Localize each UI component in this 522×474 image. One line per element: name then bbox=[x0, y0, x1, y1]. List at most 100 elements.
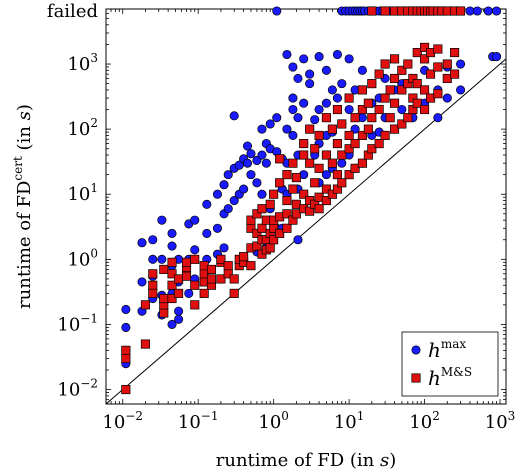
data-point bbox=[337, 158, 347, 168]
tick-exponent: 3 bbox=[90, 51, 98, 65]
data-point bbox=[137, 238, 147, 248]
axis-labels: 10−2 10−1 100 101 102 10310−210−1100101102103… bbox=[11, 1, 515, 471]
data-point bbox=[337, 79, 347, 89]
tick-exponent: 1 bbox=[90, 181, 98, 195]
data-point bbox=[239, 252, 249, 262]
data-point bbox=[456, 59, 466, 69]
data-point bbox=[327, 85, 337, 95]
data-point bbox=[229, 111, 239, 121]
data-point bbox=[305, 158, 315, 168]
tick-base: 10 bbox=[102, 412, 125, 433]
data-point bbox=[397, 65, 407, 75]
data-point bbox=[380, 130, 390, 140]
data-point bbox=[257, 150, 267, 160]
data-point bbox=[344, 104, 354, 115]
data-point bbox=[420, 54, 430, 64]
data-point bbox=[167, 319, 177, 329]
data-point bbox=[299, 54, 309, 64]
data-point bbox=[293, 113, 303, 123]
data-point bbox=[442, 59, 452, 69]
data-point bbox=[184, 288, 194, 298]
data-point bbox=[219, 180, 229, 190]
tick-exponent: −1 bbox=[201, 409, 219, 423]
data-point bbox=[310, 178, 320, 188]
data-point bbox=[299, 98, 309, 108]
data-point bbox=[159, 308, 169, 318]
data-point bbox=[252, 228, 262, 238]
legend-marker bbox=[411, 373, 421, 383]
failed-point bbox=[456, 6, 466, 16]
data-point bbox=[337, 150, 347, 160]
data-point bbox=[374, 104, 384, 115]
tick-exponent: 0 bbox=[281, 409, 289, 423]
data-point bbox=[121, 353, 131, 364]
data-point bbox=[216, 274, 226, 284]
data-point bbox=[242, 158, 253, 168]
data-point bbox=[167, 241, 177, 251]
data-points bbox=[121, 6, 502, 395]
data-point bbox=[288, 104, 298, 115]
data-point bbox=[433, 113, 443, 123]
failed-point bbox=[492, 6, 502, 16]
data-point bbox=[167, 257, 177, 267]
data-point bbox=[367, 113, 377, 123]
data-point bbox=[265, 243, 275, 253]
data-point bbox=[332, 49, 342, 60]
data-point bbox=[282, 49, 292, 60]
x-tick-label: 101 bbox=[334, 409, 365, 433]
data-point bbox=[344, 144, 354, 154]
data-point bbox=[357, 104, 367, 115]
data-point bbox=[174, 274, 184, 284]
data-point bbox=[269, 235, 279, 245]
failed-point bbox=[472, 6, 482, 16]
y-axis-label: runtime of FDcert (in s) bbox=[11, 104, 35, 309]
data-point bbox=[350, 113, 360, 123]
data-point bbox=[299, 139, 309, 149]
x-axis-label-text: ) bbox=[389, 450, 396, 471]
data-point bbox=[212, 189, 223, 199]
data-point bbox=[121, 385, 131, 395]
data-point bbox=[282, 195, 292, 206]
data-point bbox=[350, 163, 360, 173]
data-point bbox=[202, 228, 212, 238]
data-point bbox=[397, 119, 407, 129]
tick-base: 10 bbox=[258, 412, 281, 433]
y-tick-label: 103 bbox=[67, 51, 98, 75]
x-tick-label: 100 bbox=[258, 409, 289, 433]
tick-base: 10 bbox=[67, 119, 90, 140]
data-point bbox=[288, 184, 298, 194]
data-point bbox=[252, 178, 262, 188]
data-point bbox=[403, 59, 413, 69]
data-point bbox=[357, 85, 367, 95]
data-point bbox=[321, 170, 331, 180]
data-point bbox=[397, 104, 407, 115]
data-point bbox=[389, 54, 400, 64]
data-point bbox=[332, 170, 342, 180]
data-point bbox=[293, 235, 303, 245]
data-point bbox=[389, 124, 400, 134]
tick-exponent: 1 bbox=[357, 409, 365, 423]
data-point bbox=[412, 98, 422, 108]
data-point bbox=[344, 54, 354, 64]
y-tick-label: 10−2 bbox=[57, 377, 98, 401]
data-point bbox=[157, 215, 167, 225]
data-point bbox=[456, 85, 466, 95]
data-point bbox=[433, 62, 443, 72]
data-point bbox=[299, 189, 309, 199]
data-point bbox=[219, 243, 229, 253]
data-point bbox=[305, 206, 315, 216]
tick-base: 10 bbox=[67, 54, 90, 75]
data-point bbox=[121, 304, 131, 314]
data-point bbox=[337, 119, 347, 129]
data-point bbox=[350, 139, 360, 149]
tick-base: 10 bbox=[409, 412, 432, 433]
data-point bbox=[314, 163, 324, 173]
data-point bbox=[310, 115, 320, 125]
data-point bbox=[288, 93, 298, 103]
data-point bbox=[202, 199, 212, 209]
x-tick-label: 10−1 bbox=[178, 409, 219, 433]
data-point bbox=[337, 178, 347, 188]
data-point bbox=[492, 52, 502, 62]
data-point bbox=[389, 98, 400, 108]
data-point bbox=[310, 144, 320, 154]
